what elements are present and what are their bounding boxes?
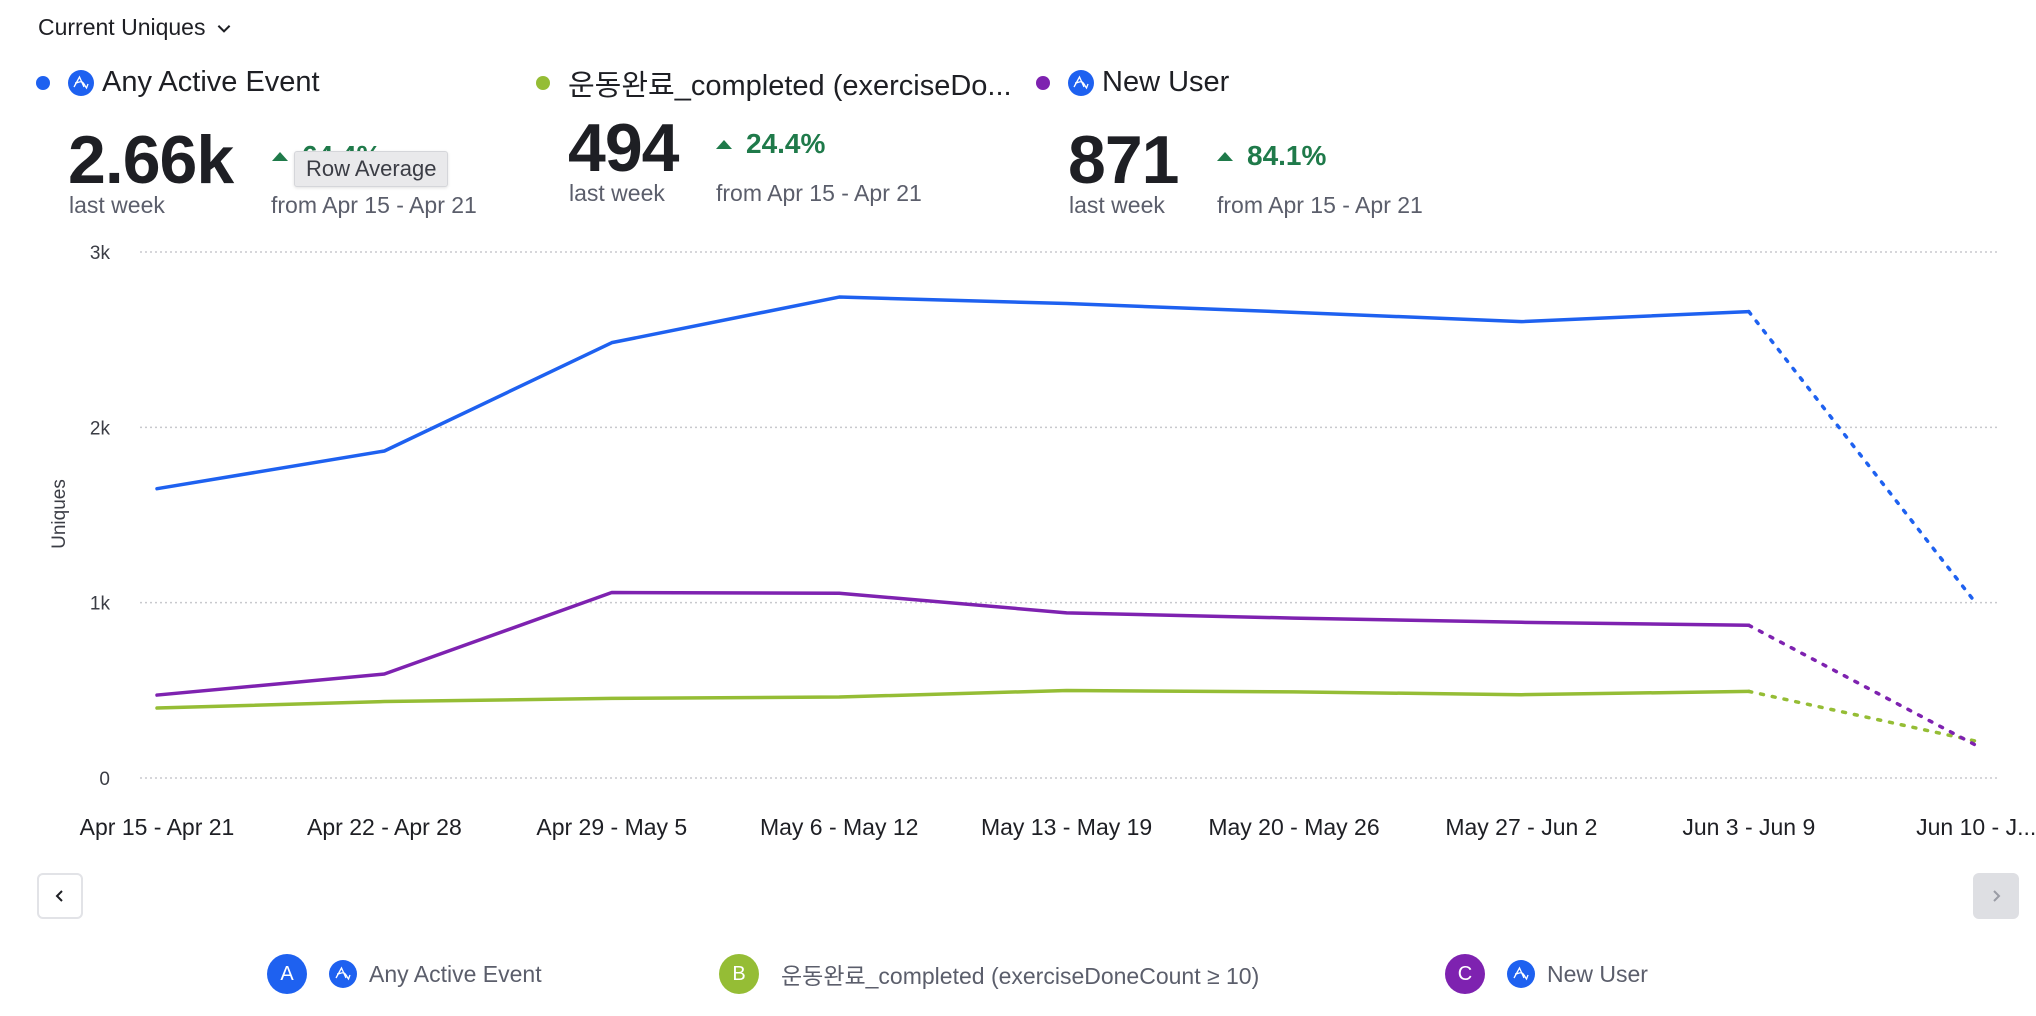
legend-badge: B <box>719 954 759 994</box>
x-tick-label: May 13 - May 19 <box>981 814 1152 840</box>
series-line <box>155 295 1751 491</box>
scroll-left-button[interactable] <box>37 873 83 919</box>
x-axis-ticks: Apr 15 - Apr 21 Apr 22 - Apr 28 Apr 29 - M… <box>80 814 2036 840</box>
legend-label: 운동완료_completed (exerciseDoneCount ≥ 10) <box>781 963 1260 989</box>
event-icon <box>1507 960 1535 988</box>
legend-item-b[interactable]: B 운동완료_completed (exerciseDoneCount ≥ 10… <box>719 954 1259 994</box>
y-tick-label: 0 <box>99 769 110 790</box>
series-incomplete-line <box>1747 689 1978 743</box>
chevron-left-icon <box>55 890 63 902</box>
metric-value: 2.66k <box>68 122 234 198</box>
series-incomplete-line <box>1747 309 1978 606</box>
row-average-tooltip: Row Average <box>294 151 449 187</box>
metric-delta: 24.4% <box>716 128 825 160</box>
x-tick-label: Apr 22 - Apr 28 <box>307 814 462 840</box>
legend-item-a[interactable]: A Any Active Event <box>267 954 542 994</box>
metric-card-any-active-event: Any Active Event 2.66k last week 64.4% f… <box>36 66 477 218</box>
series-any-active-event <box>155 295 1978 606</box>
arrow-up-icon <box>1217 151 1233 161</box>
series-color-dot <box>536 76 550 90</box>
metric-card-exercise-completed: 운동완료_completed (exerciseDo... 494 last w… <box>536 62 1012 206</box>
series-color-dot <box>1036 75 1050 90</box>
metric-title: Any Active Event <box>102 66 320 98</box>
chevron-down-icon <box>218 24 231 33</box>
x-tick-label: Apr 29 - May 5 <box>536 814 687 840</box>
metric-title: 운동완료_completed (exerciseDo... <box>568 70 1012 102</box>
x-tick-label: May 20 - May 26 <box>1208 814 1379 840</box>
legend-badge: C <box>1445 954 1485 994</box>
legend-label: New User <box>1547 960 1648 987</box>
metric-value: 871 <box>1068 122 1179 198</box>
series-incomplete-line <box>1747 623 1978 748</box>
metric-card-new-user: New User 871 last week 84.1% from Apr 15… <box>1036 66 1423 218</box>
legend-item-c[interactable]: C New User <box>1445 954 1648 994</box>
y-tick-label: 2k <box>90 418 111 439</box>
series--completed-exercisedonecount-10- <box>155 688 1978 743</box>
event-icon <box>68 69 94 96</box>
series-line <box>155 590 1751 697</box>
metric-period: last week <box>569 180 665 206</box>
x-tick-label: Jun 3 - Jun 9 <box>1682 814 1815 840</box>
event-icon <box>1068 69 1094 96</box>
x-tick-label: Apr 15 - Apr 21 <box>80 814 235 840</box>
arrow-up-icon <box>272 151 288 161</box>
series-lines <box>155 295 1978 748</box>
arrow-up-icon <box>716 139 732 149</box>
metric-selector-dropdown[interactable]: Current Uniques <box>38 14 233 41</box>
metric-selector-label: Current Uniques <box>38 14 206 40</box>
y-tick-label: 1k <box>90 594 111 615</box>
y-axis-ticks: 0 1k 2k 3k <box>90 243 111 790</box>
metric-compare: from Apr 15 - Apr 21 <box>271 192 477 218</box>
metric-compare: from Apr 15 - Apr 21 <box>716 180 922 206</box>
series-new-user <box>155 590 1978 748</box>
metric-compare: from Apr 15 - Apr 21 <box>1217 192 1423 218</box>
legend-label: Any Active Event <box>369 960 542 987</box>
y-tick-label: 3k <box>90 243 111 264</box>
metric-delta: 84.1% <box>1217 140 1326 172</box>
x-tick-label: May 27 - Jun 2 <box>1445 814 1597 840</box>
metric-value: 494 <box>568 110 679 186</box>
chevron-right-icon <box>1993 890 2001 902</box>
metric-period: last week <box>1069 192 1165 218</box>
scroll-right-button[interactable] <box>1973 873 2019 919</box>
gridlines <box>140 251 1998 779</box>
series-color-dot <box>36 75 50 90</box>
x-tick-label: Jun 10 - J... <box>1916 814 2036 840</box>
legend-badge: A <box>267 954 307 994</box>
x-tick-label: May 6 - May 12 <box>760 814 919 840</box>
event-icon <box>329 960 357 988</box>
series-line <box>155 688 1751 710</box>
metric-title: New User <box>1102 66 1230 98</box>
metric-period: last week <box>69 192 165 218</box>
